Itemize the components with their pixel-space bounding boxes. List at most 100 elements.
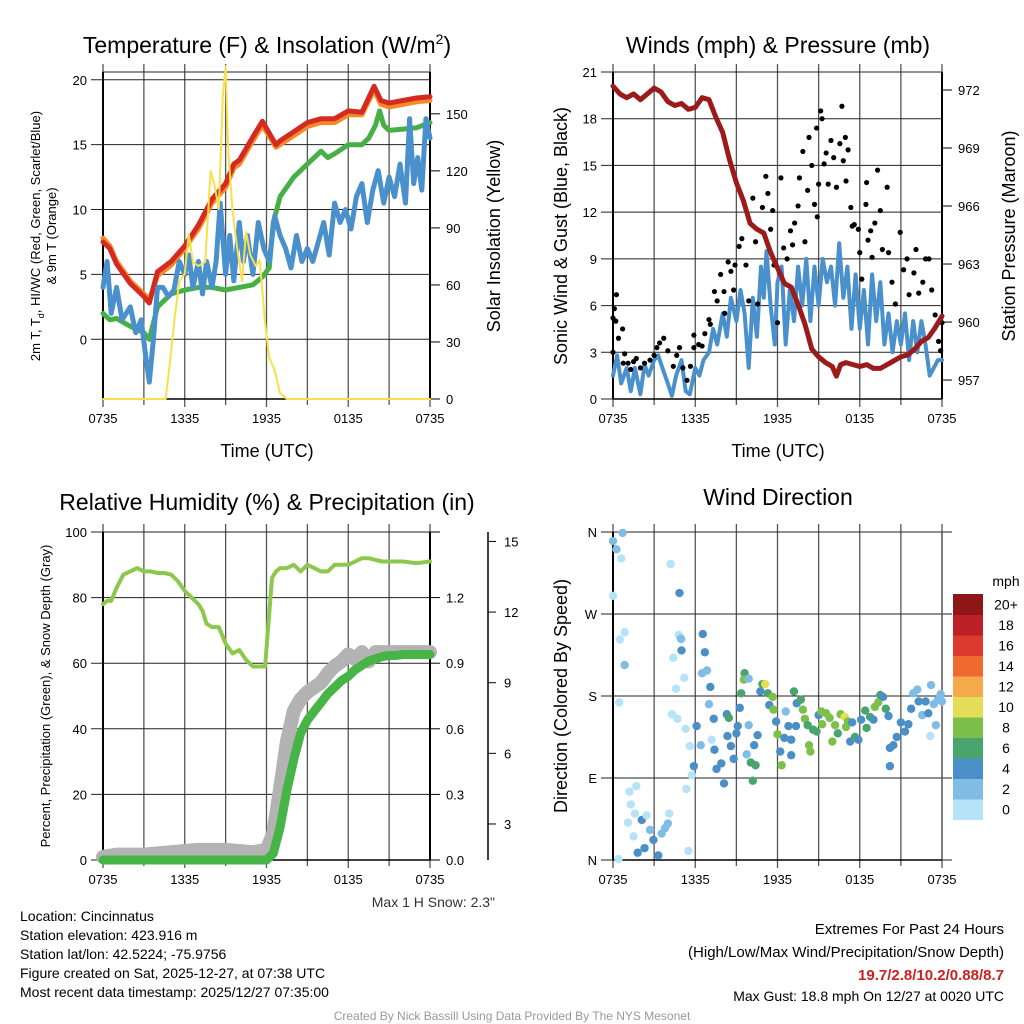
gust-point <box>784 256 790 262</box>
gust-point <box>736 243 742 249</box>
gust-point <box>884 184 890 190</box>
y-tick-label: 40 <box>73 722 87 737</box>
colorbar-swatch <box>953 799 983 820</box>
colorbar-label: 10 <box>998 699 1014 715</box>
y-tick-label: 15 <box>583 158 597 173</box>
wind-direction-point <box>926 731 935 741</box>
wind-direction-point <box>777 761 786 770</box>
gust-point <box>913 246 919 253</box>
gust-point <box>811 201 818 207</box>
y-tick-label: 21 <box>583 65 597 80</box>
wind-direction-point <box>696 741 705 750</box>
x-tick-label: 0735 <box>89 411 118 426</box>
y2-tick-label: 0.3 <box>446 787 464 802</box>
gust-point <box>814 214 820 220</box>
footer-info: Max 1 H Snow: 2.3" Location: Cincinnatus… <box>20 894 1004 1023</box>
gust-point <box>879 246 885 253</box>
y2-tick-label: 963 <box>958 257 980 272</box>
recent-timestamp-label: Most recent data timestamp: 2025/12/27 0… <box>20 984 329 1000</box>
colorbar-label: 16 <box>998 637 1014 653</box>
gust-point <box>851 222 857 228</box>
y-tick-label: 12 <box>583 205 597 220</box>
gust-point <box>938 348 944 354</box>
gust-point <box>831 155 837 161</box>
wind-direction-point <box>768 692 777 702</box>
gust-point <box>800 148 806 155</box>
wind-direction-point <box>760 679 770 689</box>
wind-direction-point <box>904 720 913 729</box>
wind-direction-point <box>682 784 691 794</box>
gust-point <box>837 141 843 147</box>
max-snow-label: Max 1 H Snow: 2.3" <box>372 894 495 910</box>
series-precipitation <box>98 650 435 865</box>
gust-point <box>620 360 626 366</box>
wind-direction-point <box>773 730 782 739</box>
wind-direction-point <box>717 759 726 768</box>
x-tick-label: 1935 <box>252 872 281 887</box>
wind-direction-point <box>623 818 633 827</box>
gust-point <box>613 318 619 324</box>
y-tick-label: 20 <box>73 787 87 802</box>
wind-direction-point <box>615 635 625 644</box>
gust-point <box>657 340 663 346</box>
gust-point <box>843 178 849 184</box>
snow-depth-tick-label: 15 <box>504 534 518 549</box>
max-gust-label: Max Gust: 18.8 mph On 12/27 at 0020 UTC <box>733 988 1004 1004</box>
y2-tick-label: 1.2 <box>446 591 464 606</box>
y-tick-label: 0 <box>80 332 87 347</box>
humidity-y-axis-title: Percent, Precipitation (Green), & Snow D… <box>38 545 53 848</box>
gust-point <box>628 366 634 373</box>
colorbar-swatch <box>953 676 983 697</box>
x-tick-label: 1935 <box>763 872 792 887</box>
y-tick-label: 100 <box>65 525 87 540</box>
gust-point <box>842 134 848 140</box>
extremes-values: 19.7/2.8/10.2/0.88/8.7 <box>858 967 1004 984</box>
gust-point <box>647 357 653 363</box>
wind-direction-point <box>630 809 640 818</box>
y-tick-label: E <box>588 771 597 786</box>
gust-point <box>806 134 812 140</box>
wind-direction-point <box>617 554 626 563</box>
x-tick-label: 0735 <box>89 872 118 887</box>
y-tick-label: 3 <box>590 345 597 360</box>
wind-direction-point <box>675 588 684 598</box>
gust-point <box>821 161 827 167</box>
temperature-y-axis-title: 2m T, Td, HI/WC (Red, Green, Scarlet/Blu… <box>28 111 46 361</box>
gust-point <box>743 262 749 268</box>
gust-point <box>789 242 796 248</box>
wind-direction-point <box>862 723 871 733</box>
gust-point <box>732 262 738 268</box>
wind-direction-point <box>825 713 834 723</box>
x-tick-label: 1335 <box>681 872 710 887</box>
gust-point <box>889 279 895 285</box>
wind-direction-point <box>812 727 821 736</box>
gust-point <box>877 207 883 214</box>
wind-direction-point <box>700 648 710 657</box>
snow-depth-tick-label: 12 <box>504 605 518 620</box>
wind-direction-point <box>723 731 732 741</box>
gust-point <box>932 312 938 318</box>
wind-direction-point <box>712 764 721 774</box>
colorbar-swatch <box>953 614 983 636</box>
y2-tick-label: 120 <box>446 164 468 179</box>
wind-direction-point <box>751 761 760 770</box>
gust-point <box>755 301 761 307</box>
x-tick-label: 0135 <box>845 872 874 887</box>
wind-direction-point <box>673 714 682 723</box>
wind-direction-point <box>921 697 930 706</box>
speed-legend-title: mph <box>992 573 1019 589</box>
colorbar-label: 0 <box>1002 801 1010 817</box>
x-tick-label: 0735 <box>416 872 445 887</box>
wind-direction-point <box>787 735 796 744</box>
gust-point <box>816 181 822 187</box>
x-tick-label: 0735 <box>416 411 445 426</box>
wind-direction-point <box>702 666 712 675</box>
series-2m-t <box>100 83 433 306</box>
gust-point <box>739 236 745 242</box>
wind-direction-point <box>884 711 893 721</box>
wind-direction-point <box>704 700 714 709</box>
y-tick-label: S <box>588 689 597 704</box>
gust-point <box>787 228 794 234</box>
y2-tick-label: 972 <box>958 83 980 98</box>
